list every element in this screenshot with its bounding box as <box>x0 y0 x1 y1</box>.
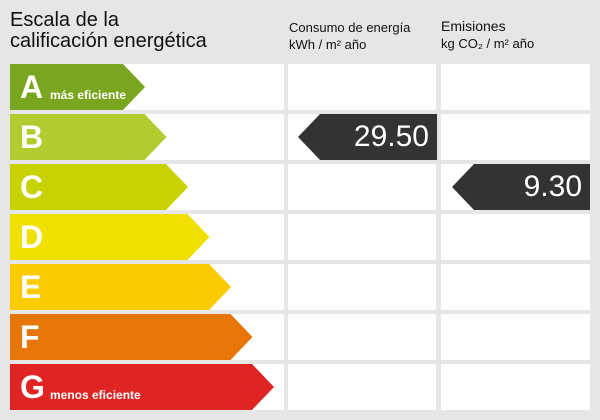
consumo-label: Consumo de energía <box>289 20 411 35</box>
energy-band-b: B <box>10 114 167 160</box>
band-letter: F <box>20 319 40 355</box>
consumo-cell <box>288 214 436 260</box>
consumo-header: Consumo de energía kWh / m² año <box>289 19 410 53</box>
band-description: más eficiente <box>50 88 127 102</box>
emisiones-cell <box>441 214 590 260</box>
consumo-cell <box>288 164 436 210</box>
energy-band-e: E <box>10 264 231 310</box>
emisiones-cell <box>441 364 590 410</box>
band-letter: A <box>20 69 44 105</box>
energy-band-c: C <box>10 164 188 210</box>
emisiones-cell <box>441 64 590 110</box>
band-letter: C <box>20 169 44 205</box>
band-letter: G <box>20 369 45 405</box>
band-letter: D <box>20 219 44 255</box>
consumo-value-arrow: 29.50 <box>298 114 437 160</box>
page-title: Escala de la calificación energética <box>10 10 207 52</box>
emisiones-label: Emisiones <box>441 18 506 34</box>
title-line-1: Escala de la <box>10 9 119 31</box>
emisiones-cell <box>441 314 590 360</box>
consumo-unit: kWh / m² año <box>289 37 367 52</box>
emisiones-header: Emisiones kg CO₂ / m² año <box>441 18 534 52</box>
consumo-cell <box>288 264 436 310</box>
energy-band-d: D <box>10 214 210 260</box>
consumo-cell <box>288 64 436 110</box>
emisiones-unit: kg CO₂ / m² año <box>441 36 535 51</box>
emisiones-cell <box>441 264 590 310</box>
band-letter: B <box>20 119 44 155</box>
consumo-cell <box>288 314 436 360</box>
energy-band-f: F <box>10 314 253 360</box>
title-line-2: calificación energética <box>10 30 207 52</box>
emisiones-cell <box>441 114 590 160</box>
band-description: menos eficiente <box>50 388 141 402</box>
consumo-cell <box>288 364 436 410</box>
emisiones-value-arrow: 9.30 <box>452 164 590 210</box>
band-letter: E <box>20 269 42 305</box>
